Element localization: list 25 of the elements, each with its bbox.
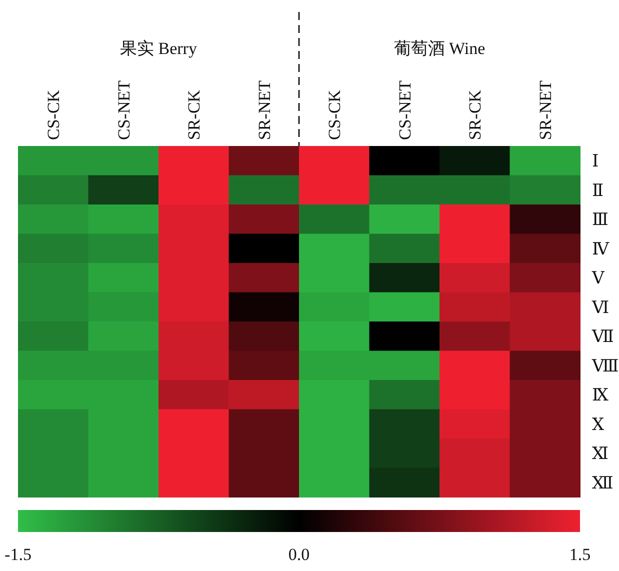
y-tick-label: Ⅹ [592, 414, 605, 434]
color-bar-label: 0.0 [288, 545, 310, 564]
y-tick-label: Ⅰ [592, 152, 599, 171]
y-tick-label: Ⅸ [592, 386, 609, 405]
x-tick-label: CS-NET [395, 80, 414, 140]
x-tick-label: SR-NET [536, 80, 555, 140]
color-bar-label: 1.5 [569, 545, 591, 564]
y-tick-label: Ⅳ [592, 239, 610, 258]
text: 果实 Berry [120, 39, 198, 58]
x-tick-label: CS-CK [325, 89, 344, 140]
y-tick-label: Ⅵ [591, 298, 610, 317]
y-tick-label: Ⅴ [591, 268, 605, 288]
y-tick-label: Ⅺ [592, 444, 608, 464]
x-tick-label: CS-NET [114, 80, 134, 140]
x-tick-label: SR-CK [184, 89, 204, 140]
y-tick-label: Ⅱ [592, 180, 604, 200]
x-tick-label: CS-CK [44, 89, 64, 140]
color-bar-label: -1.5 [4, 545, 32, 564]
y-tick-label: Ⅻ [592, 473, 614, 492]
x-tick-label: SR-CK [466, 89, 485, 140]
y-tick-label: Ⅲ [592, 210, 608, 230]
text: 葡萄酒 Wine [394, 39, 486, 58]
y-tick-label: Ⅶ [591, 327, 614, 346]
y-tick-label: Ⅷ [591, 356, 619, 376]
x-tick-label: SR-NET [254, 80, 274, 140]
